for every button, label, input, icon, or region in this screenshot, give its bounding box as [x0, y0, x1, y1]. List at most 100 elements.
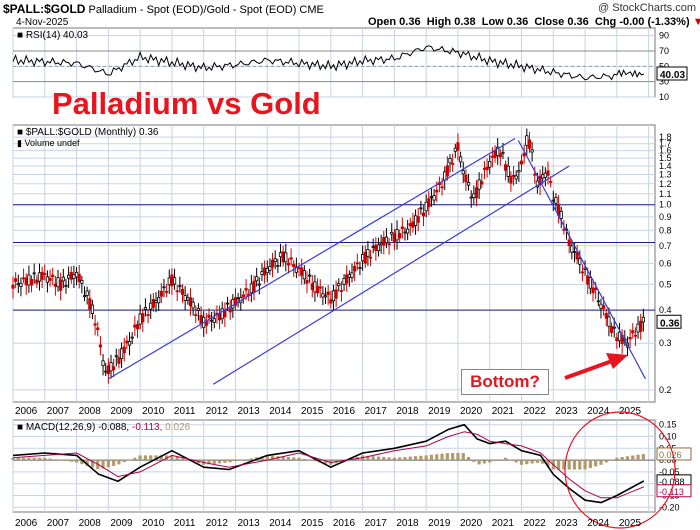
candle-body	[596, 300, 600, 303]
candle-body	[366, 249, 370, 257]
candle-body	[35, 279, 39, 284]
macd-histogram-bar	[609, 460, 614, 461]
candle-body	[527, 139, 532, 149]
candle-body	[387, 243, 391, 246]
candle-body	[466, 182, 471, 186]
candle-body	[220, 308, 224, 320]
candle-body	[323, 295, 328, 298]
candle-body	[435, 189, 439, 193]
candle-body	[165, 291, 169, 293]
candle-body	[204, 321, 208, 326]
candle-body	[260, 271, 264, 276]
macd-histogram-bar	[371, 456, 375, 461]
channel-lower-line	[212, 165, 570, 385]
candle-body	[382, 237, 386, 246]
candle-body	[170, 274, 174, 287]
candle-body	[591, 287, 595, 294]
macd-histogram-bar	[403, 456, 407, 461]
low-value: Low 0.36	[481, 16, 529, 28]
candle-body	[480, 181, 484, 185]
candle-body	[631, 330, 635, 334]
macd-x-tick-label: 2019	[428, 518, 451, 529]
candle-body	[427, 198, 431, 208]
price-tick-label: 1.7	[659, 139, 672, 149]
candle-body	[636, 323, 640, 333]
macd-x-tick-label: 2024	[587, 518, 610, 529]
candle-body	[411, 221, 415, 228]
candle-body	[273, 258, 277, 262]
macd-histogram-bar	[170, 455, 174, 461]
candle-body	[514, 175, 518, 180]
macd-histogram-bar	[578, 460, 582, 470]
candle-body	[572, 251, 577, 253]
price-tick-label: 1.3	[659, 170, 672, 180]
candle-body	[162, 286, 166, 289]
macd-histogram-bar	[631, 455, 635, 461]
macd-histogram-bar	[270, 455, 275, 461]
volume-legend: ▮ Volume undef	[17, 138, 80, 148]
macd-histogram-bar	[387, 457, 391, 461]
macd-histogram-bar	[429, 454, 434, 461]
candle-body	[504, 164, 508, 171]
candle-body	[607, 316, 611, 327]
candle-body	[374, 244, 378, 251]
candle-body	[458, 156, 463, 163]
candle-body	[358, 267, 362, 269]
macd-histogram-bar	[313, 460, 317, 462]
macd-histogram-bar	[117, 460, 121, 465]
macd-histogram-bar	[149, 455, 153, 461]
candle-body	[157, 296, 161, 304]
macd-x-tick-label: 2015	[301, 518, 324, 529]
candle-body	[241, 294, 246, 298]
candle-body	[101, 360, 105, 367]
candle-body	[19, 282, 23, 288]
macd-histogram-bar	[408, 456, 412, 461]
candle-body	[363, 251, 367, 264]
macd-histogram-bar	[546, 460, 550, 467]
x-tick-label: 2022	[524, 406, 547, 417]
rsi-tick-label: 90	[659, 31, 669, 41]
candle-body	[151, 299, 155, 308]
macd-histogram-bar	[482, 460, 487, 464]
candle-body	[27, 274, 31, 286]
macd-histogram-bar	[59, 460, 63, 461]
candle-body	[477, 179, 481, 190]
macd-histogram-bar	[620, 457, 624, 461]
macd-histogram-bar	[53, 459, 57, 461]
candle-body	[639, 320, 643, 332]
macd-histogram-bar	[366, 455, 370, 461]
candle-body	[429, 196, 434, 198]
macd-histogram-bar	[398, 457, 402, 461]
candle-body	[551, 199, 555, 202]
candle-body	[543, 172, 547, 178]
candle-body	[496, 146, 500, 156]
candle-body	[297, 267, 301, 269]
macd-histogram-bar	[323, 460, 328, 464]
rsi-last-value-box	[656, 66, 688, 81]
x-tick-label: 2012	[206, 406, 229, 417]
candle-body	[122, 346, 126, 354]
candle-body	[554, 197, 558, 204]
candle-body	[90, 304, 95, 314]
macd-histogram-bar	[249, 458, 253, 461]
macd-x-tick-label: 2023	[555, 518, 578, 529]
down-arrow-icon: ▼	[692, 16, 700, 28]
candle-body	[400, 226, 404, 230]
macd-histogram-bar	[514, 460, 518, 463]
candle-body	[85, 290, 89, 296]
candle-body	[199, 314, 203, 325]
candle-body	[249, 283, 253, 294]
macd-histogram-bar	[419, 455, 423, 461]
candle-body	[493, 150, 497, 158]
candle-body	[106, 365, 110, 375]
candle-body	[270, 259, 275, 268]
macd-histogram-bar	[233, 460, 238, 462]
macd-histogram-bar	[567, 460, 571, 470]
candle-body	[350, 272, 354, 279]
candle-body	[53, 283, 57, 287]
candle-body	[604, 313, 608, 319]
macd-histogram-bar	[509, 460, 513, 461]
price-tick-label: 1.4	[659, 161, 672, 171]
candle-body	[506, 165, 510, 177]
